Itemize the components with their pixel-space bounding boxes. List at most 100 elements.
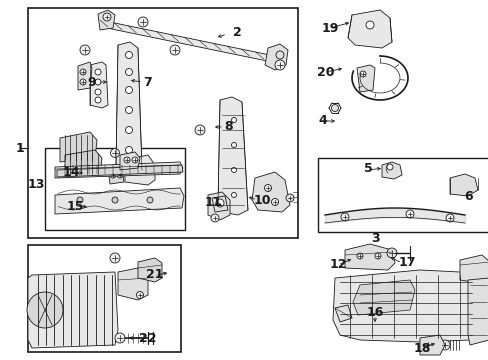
Circle shape xyxy=(170,45,180,55)
Polygon shape xyxy=(65,150,102,177)
Circle shape xyxy=(439,340,449,350)
Circle shape xyxy=(117,172,123,178)
Polygon shape xyxy=(352,280,414,315)
Circle shape xyxy=(125,68,132,76)
Polygon shape xyxy=(90,62,108,108)
Polygon shape xyxy=(116,42,142,175)
Text: 20: 20 xyxy=(317,66,334,78)
Polygon shape xyxy=(207,192,229,220)
Circle shape xyxy=(231,167,236,172)
Polygon shape xyxy=(356,65,374,92)
Text: 13: 13 xyxy=(27,179,44,192)
Text: 4: 4 xyxy=(318,114,326,127)
Text: 17: 17 xyxy=(397,256,415,270)
Text: 18: 18 xyxy=(412,342,430,355)
Polygon shape xyxy=(120,152,140,170)
Bar xyxy=(28,245,181,352)
Circle shape xyxy=(80,69,86,75)
Polygon shape xyxy=(57,165,183,177)
Text: 21: 21 xyxy=(146,267,163,280)
Circle shape xyxy=(386,164,392,170)
Polygon shape xyxy=(334,305,351,322)
Circle shape xyxy=(77,197,83,203)
Circle shape xyxy=(231,193,236,198)
Polygon shape xyxy=(118,268,148,300)
Circle shape xyxy=(110,148,119,158)
Circle shape xyxy=(231,117,236,122)
Circle shape xyxy=(27,292,63,328)
Polygon shape xyxy=(60,132,97,162)
Circle shape xyxy=(80,79,86,85)
Polygon shape xyxy=(251,172,289,212)
Circle shape xyxy=(80,45,90,55)
Circle shape xyxy=(422,340,432,350)
Circle shape xyxy=(125,147,132,153)
Text: 22: 22 xyxy=(139,332,157,345)
Circle shape xyxy=(331,104,338,112)
Circle shape xyxy=(340,213,348,221)
Circle shape xyxy=(275,51,284,59)
Circle shape xyxy=(136,292,143,298)
Polygon shape xyxy=(467,278,488,345)
Bar xyxy=(317,158,488,232)
Polygon shape xyxy=(381,162,401,179)
Circle shape xyxy=(359,71,365,77)
Text: 3: 3 xyxy=(370,231,379,244)
Polygon shape xyxy=(449,174,477,196)
Circle shape xyxy=(264,184,271,192)
Polygon shape xyxy=(98,10,115,30)
Circle shape xyxy=(103,13,111,21)
Bar xyxy=(45,148,184,230)
Text: 15: 15 xyxy=(66,199,83,212)
Circle shape xyxy=(356,253,362,259)
Circle shape xyxy=(132,157,138,163)
Text: 16: 16 xyxy=(366,306,383,320)
Circle shape xyxy=(365,21,373,29)
Polygon shape xyxy=(212,196,227,212)
Polygon shape xyxy=(100,20,271,62)
Polygon shape xyxy=(347,10,391,48)
Text: 14: 14 xyxy=(62,166,80,180)
Circle shape xyxy=(147,197,153,203)
Polygon shape xyxy=(264,44,287,70)
Polygon shape xyxy=(78,62,92,90)
Circle shape xyxy=(125,51,132,58)
Circle shape xyxy=(110,172,116,178)
Circle shape xyxy=(95,97,101,103)
Text: 5: 5 xyxy=(363,162,372,175)
Circle shape xyxy=(95,89,101,95)
Circle shape xyxy=(374,253,380,259)
Text: 11: 11 xyxy=(204,195,221,208)
Polygon shape xyxy=(55,188,183,214)
Circle shape xyxy=(125,107,132,113)
Circle shape xyxy=(95,69,101,75)
Circle shape xyxy=(125,86,132,94)
Circle shape xyxy=(274,60,285,70)
Circle shape xyxy=(124,157,130,163)
Circle shape xyxy=(138,17,148,27)
Circle shape xyxy=(112,197,118,203)
Text: 12: 12 xyxy=(328,258,346,271)
Polygon shape xyxy=(125,155,155,185)
Circle shape xyxy=(285,194,293,202)
Circle shape xyxy=(125,126,132,134)
Text: 1: 1 xyxy=(16,141,24,154)
Text: 9: 9 xyxy=(87,76,96,89)
Circle shape xyxy=(216,199,224,207)
Text: 6: 6 xyxy=(464,189,472,202)
Text: 8: 8 xyxy=(224,121,233,134)
Circle shape xyxy=(210,214,219,222)
Text: 2: 2 xyxy=(232,26,241,39)
Circle shape xyxy=(231,143,236,148)
Polygon shape xyxy=(332,270,479,342)
Circle shape xyxy=(195,125,204,135)
Polygon shape xyxy=(218,97,247,215)
Circle shape xyxy=(405,210,413,218)
Bar xyxy=(28,8,297,238)
Text: 19: 19 xyxy=(321,22,338,35)
Circle shape xyxy=(95,79,101,85)
Polygon shape xyxy=(138,258,162,282)
Polygon shape xyxy=(419,335,444,355)
Polygon shape xyxy=(28,272,118,348)
Circle shape xyxy=(115,333,125,343)
